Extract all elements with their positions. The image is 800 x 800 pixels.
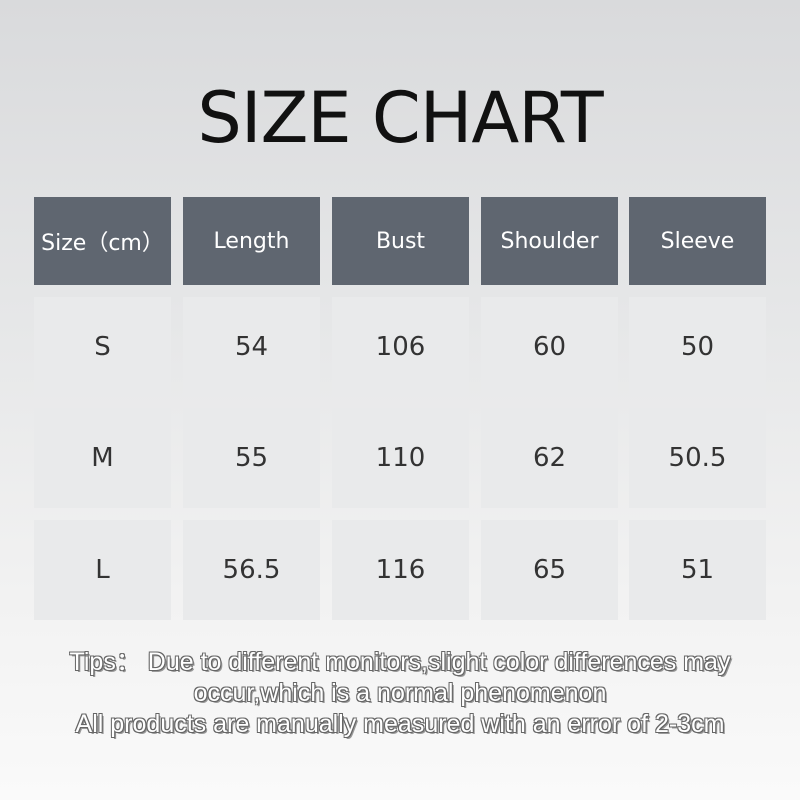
size-label-cell: L: [34, 520, 171, 620]
table-cell: 50: [629, 297, 766, 397]
table-cell: 62: [481, 408, 618, 508]
table-cell: 106: [332, 297, 469, 397]
tips-text: Tips： Due to different monitors,slight c…: [0, 647, 800, 740]
table-cell: 55: [183, 408, 320, 508]
table-cell: 65: [481, 520, 618, 620]
table-cell: 51: [629, 520, 766, 620]
column-header: Sleeve: [629, 197, 766, 285]
table-cell: 116: [332, 520, 469, 620]
tips-line: occur,which is a normal phenomenon: [193, 679, 607, 707]
size-label-cell: M: [34, 408, 171, 508]
column-header: Length: [183, 197, 320, 285]
size-label-cell: S: [34, 297, 171, 397]
column-header: Size（cm）: [34, 197, 171, 285]
page-title: SIZE CHART: [197, 77, 603, 159]
column-header: Shoulder: [481, 197, 618, 285]
table-cell: 60: [481, 297, 618, 397]
tips-line: Tips： Due to different monitors,slight c…: [69, 648, 731, 676]
table-cell: 110: [332, 408, 469, 508]
tips-line: All products are manually measured with …: [75, 710, 725, 738]
table-cell: 50.5: [629, 408, 766, 508]
table-cell: 56.5: [183, 520, 320, 620]
table-cell: 54: [183, 297, 320, 397]
column-header: Bust: [332, 197, 469, 285]
